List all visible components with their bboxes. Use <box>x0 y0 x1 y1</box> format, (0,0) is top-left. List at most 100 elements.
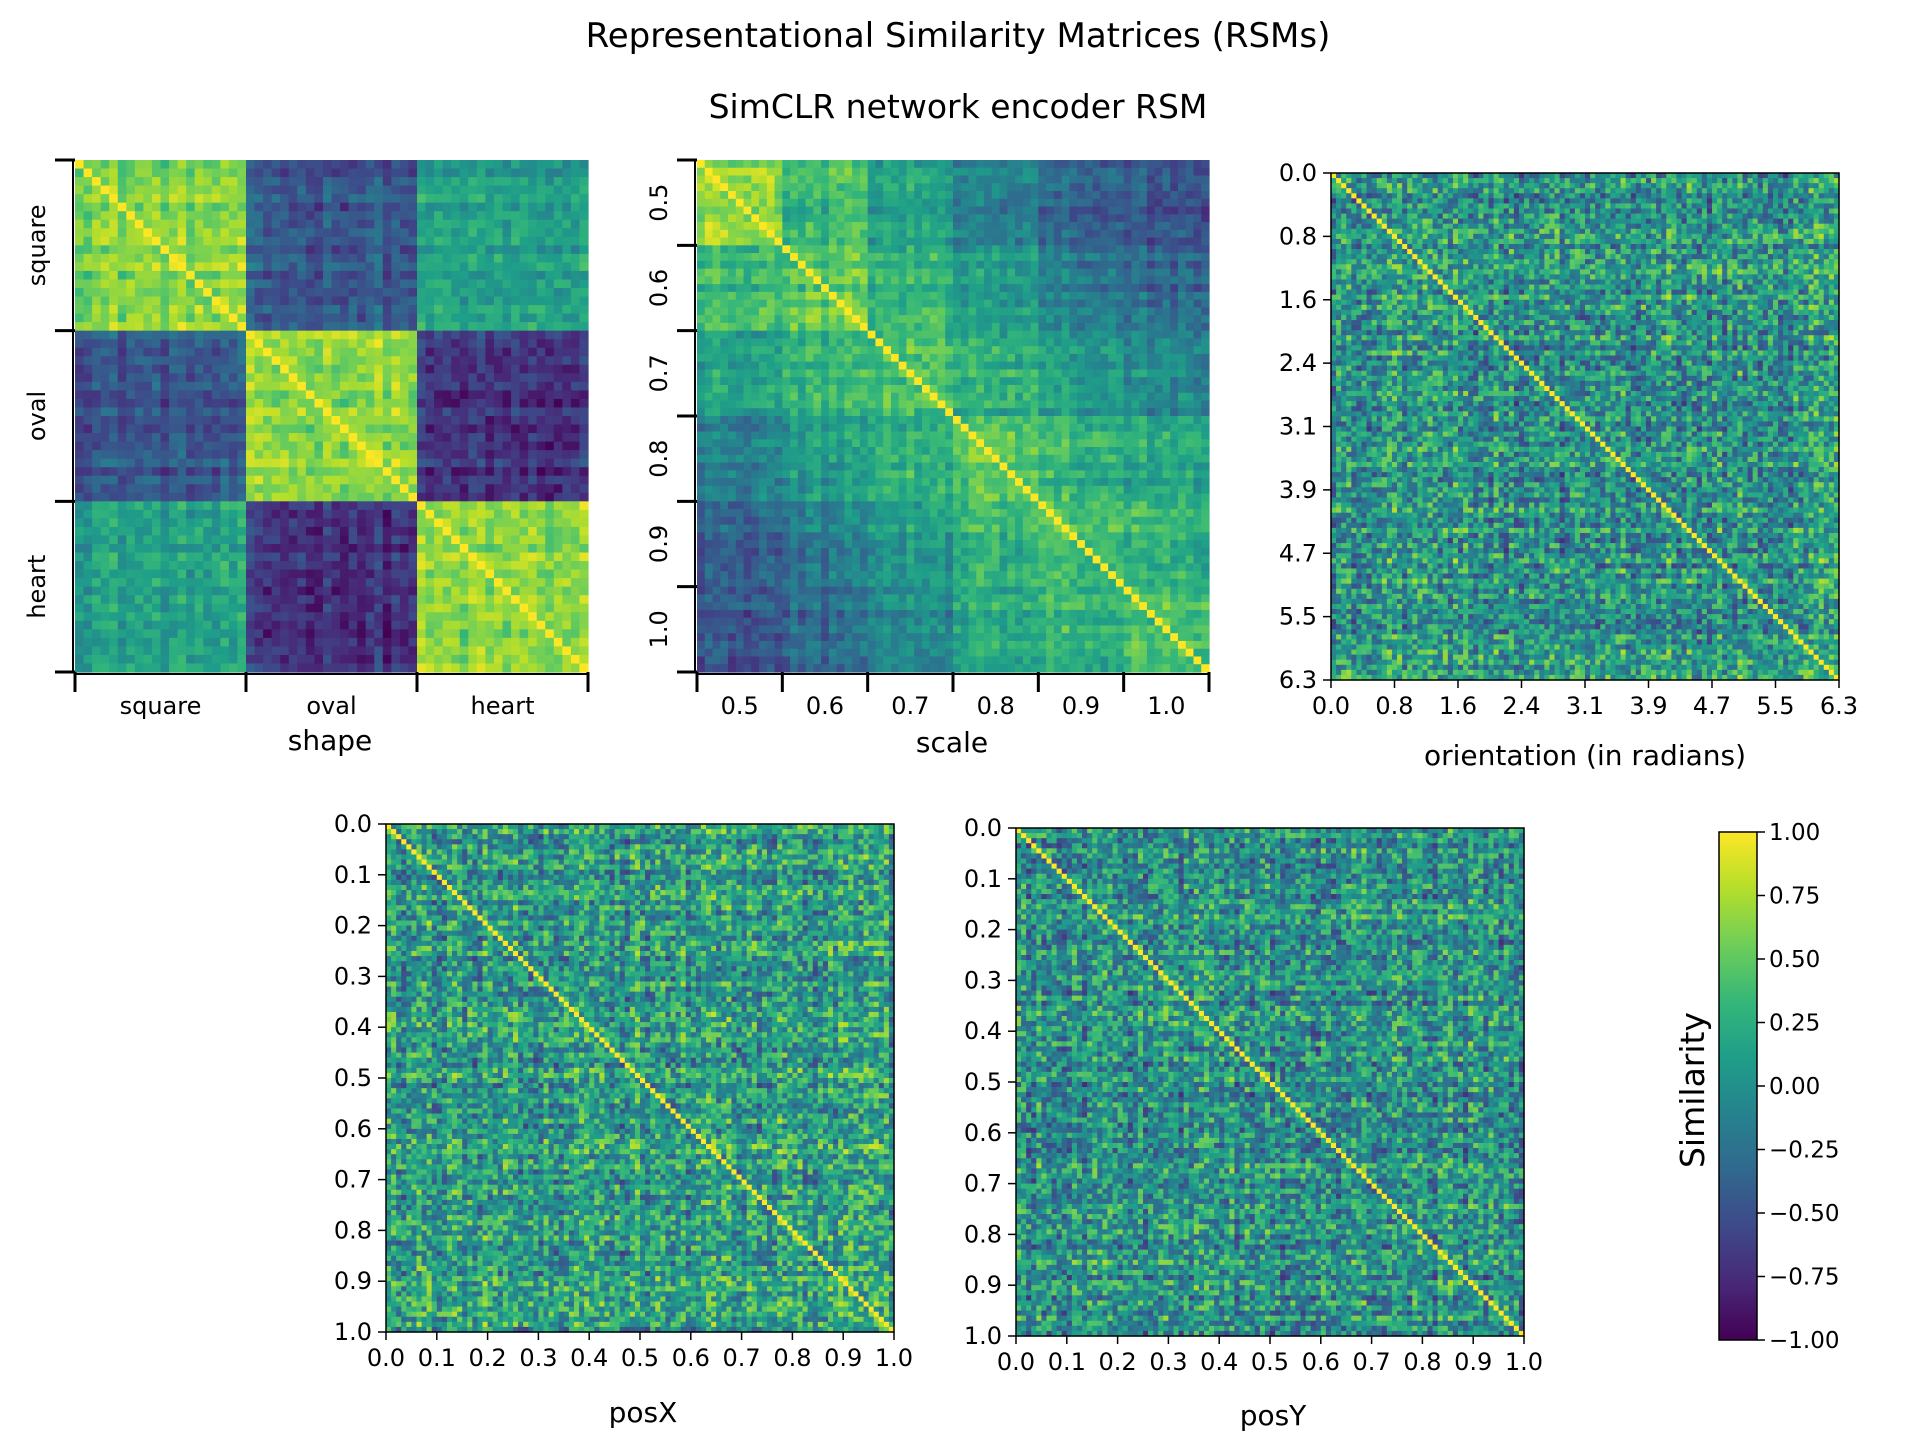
posx-heatmap-row <box>386 956 895 962</box>
scale-heatmap-row <box>697 408 1210 417</box>
posx-heatmap-row <box>386 910 895 917</box>
posx-heatmap-row <box>386 1276 895 1282</box>
shape-heatmap-cells <box>75 160 589 673</box>
posy-heatmap-row <box>1016 1315 1525 1322</box>
shape-heatmap-row <box>75 219 589 229</box>
posx-heatmap-row <box>386 996 895 1003</box>
posx-heatmap-row <box>386 1164 895 1171</box>
shape-heatmap-row <box>75 202 589 212</box>
posx-heatmap-row <box>386 1072 895 1079</box>
shape-heatmap-row <box>75 663 589 673</box>
scale-heatmap-row <box>697 384 1210 394</box>
scale-heatmap-row <box>697 214 1210 223</box>
shape-heatmap-row <box>75 194 589 204</box>
scale-heatmap-row <box>697 563 1210 572</box>
orientation-heatmap-row <box>1331 593 1840 600</box>
posx-heatmap-row <box>386 849 895 856</box>
shape-heatmap-row <box>75 296 589 306</box>
posy-heatmap-row <box>1016 1209 1525 1215</box>
posx-heatmap-row <box>386 951 895 957</box>
shape-x-tick-label: heart <box>471 692 535 720</box>
posy-heatmap-row <box>1016 1234 1525 1241</box>
orientation-heatmap-row <box>1331 330 1840 336</box>
posy-heatmap-row <box>1016 909 1525 915</box>
orientation-heatmap-row <box>1331 472 1840 478</box>
posy-heatmap-row <box>1016 1214 1525 1220</box>
scale-x-tick-label: 0.7 <box>891 692 929 720</box>
scale-heatmap-row <box>697 555 1210 564</box>
posx-heatmap-row <box>386 905 895 911</box>
orientation-heatmap-row <box>1331 664 1840 671</box>
posy-heatmap-row <box>1016 1153 1525 1159</box>
posy-heatmap-row <box>1016 1122 1525 1129</box>
posy-y-tick-label: 0.7 <box>964 1170 1002 1198</box>
orientation-heatmap-row <box>1331 178 1840 184</box>
posx-heatmap-row <box>386 890 895 896</box>
posx-heatmap-row <box>386 1215 895 1221</box>
posy-heatmap-row <box>1016 1117 1525 1124</box>
posy-heatmap-row <box>1016 1295 1525 1302</box>
scale-heatmap-row <box>697 245 1210 254</box>
scale-heatmap-row <box>697 648 1210 658</box>
shape-heatmap-row <box>75 245 589 255</box>
posy-heatmap-row <box>1016 1310 1525 1317</box>
posx-heatmap-row <box>386 1047 895 1054</box>
orientation-heatmap-row <box>1331 634 1840 641</box>
posx-y-tick-label: 0.9 <box>334 1267 372 1295</box>
scale-x-tick-label: 1.0 <box>1147 692 1185 720</box>
posy-y-tick-label: 0.1 <box>964 865 1002 893</box>
posy-heatmap-row <box>1016 888 1525 895</box>
posx-heatmap-row <box>386 1027 895 1033</box>
posy-heatmap-row <box>1016 934 1525 941</box>
orientation-heatmap-row <box>1331 355 1840 362</box>
scale-heatmap-row <box>697 284 1210 293</box>
orientation-heatmap-row <box>1331 527 1840 534</box>
shape-heatmap-row <box>75 424 589 434</box>
posy-x-tick-label: 0.1 <box>1048 1348 1086 1376</box>
colorbar-tick-label: −0.25 <box>1769 1138 1839 1164</box>
posy-heatmap-row <box>1016 985 1525 992</box>
orientation-heatmap-row <box>1331 243 1840 250</box>
posx-heatmap-row <box>386 1098 895 1104</box>
posx-x-tick-label: 0.4 <box>570 1344 608 1372</box>
posy-heatmap-row <box>1016 1183 1525 1190</box>
shape-heatmap-row <box>75 390 589 400</box>
orientation-heatmap-row <box>1331 314 1840 321</box>
posx-heatmap-row <box>386 1169 895 1176</box>
orientation-heatmap-row <box>1331 279 1840 286</box>
posx-heatmap-row <box>386 1093 895 1099</box>
shape-x-tick-label: square <box>120 692 202 720</box>
posy-heatmap-row <box>1016 853 1525 860</box>
scale-heatmap-row <box>697 594 1210 603</box>
shape-heatmap-row <box>75 262 589 272</box>
shape-heatmap-row <box>75 160 589 170</box>
posx-heatmap-row <box>386 1301 895 1308</box>
posx-heatmap-row <box>386 1271 895 1277</box>
shape-heatmap-row <box>75 612 589 622</box>
posy-heatmap-row <box>1016 1178 1525 1185</box>
posy-heatmap-row <box>1016 1163 1525 1169</box>
orientation-heatmap-row <box>1331 482 1840 488</box>
posy-heatmap-row <box>1016 944 1525 951</box>
posy-x-tick-label: 0.2 <box>1099 1348 1137 1376</box>
shape-heatmap-row <box>75 475 589 485</box>
shape-heatmap-row <box>75 416 589 426</box>
posy-heatmap-row <box>1016 1249 1525 1256</box>
posx-heatmap-row <box>386 839 895 845</box>
scale-heatmap-row <box>697 431 1210 440</box>
posy-heatmap-row <box>1016 1142 1525 1149</box>
posx-heatmap-row <box>386 900 895 906</box>
shape-y-tick-label: oval <box>23 391 51 441</box>
scale-heatmap-row <box>697 609 1210 619</box>
orientation-heatmap-row <box>1331 649 1840 656</box>
scale-heatmap-cells <box>697 160 1210 673</box>
posx-heatmap-row <box>386 1037 895 1044</box>
posx-heatmap-row <box>386 1108 895 1115</box>
posy-heatmap-row <box>1016 1056 1525 1063</box>
shape-heatmap-row <box>75 595 589 605</box>
posx-x-tick-label: 0.0 <box>367 1344 405 1372</box>
orientation-x-tick-label: 0.8 <box>1375 692 1413 720</box>
colorbar: 1.00 0.75 0.50 0.25 0.00 −0.25 −0.50 −0.75 −1.00… <box>1673 820 1839 1354</box>
shape-heatmap-row <box>75 347 589 357</box>
posx-heatmap-row <box>386 869 895 876</box>
